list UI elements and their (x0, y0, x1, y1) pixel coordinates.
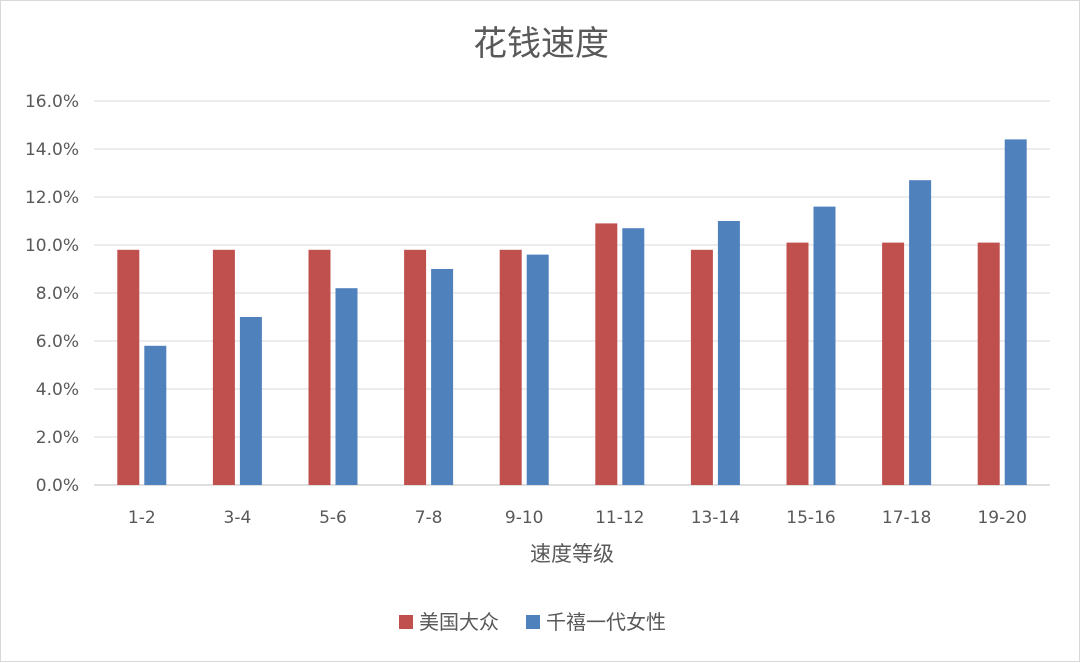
x-axis-title: 速度等级 (530, 542, 614, 566)
bar-series-2 (717, 221, 740, 485)
bar-series-1 (690, 249, 713, 485)
y-tick-label: 2.0% (36, 428, 79, 448)
x-tick-label: 9-10 (505, 508, 544, 528)
x-axis-ticks: 1-2 3-4 5-6 7-8 9-10 11-12 13-14 15-16 17-18 19-2… (128, 508, 1027, 528)
chart-title: 花钱速度 (473, 24, 609, 64)
legend-label: 美国大众 (419, 610, 499, 634)
y-tick-label: 6.0% (36, 332, 79, 352)
bar-series-2 (1004, 139, 1027, 485)
y-tick-label: 10.0% (25, 236, 79, 256)
bar-series-2 (526, 254, 549, 485)
x-tick-label: 1-2 (128, 508, 156, 528)
x-tick-label: 13-14 (691, 508, 740, 528)
legend-label: 千禧一代女性 (546, 610, 666, 634)
bar-series-2 (239, 317, 262, 485)
legend-swatch (526, 615, 540, 629)
x-tick-label: 11-12 (595, 508, 644, 528)
bar-series-1 (786, 242, 809, 485)
y-tick-label: 16.0% (25, 92, 79, 112)
legend: 美国大众 千禧一代女性 (399, 610, 666, 634)
y-tick-label: 0.0% (36, 476, 79, 496)
bar-series-2 (909, 180, 932, 485)
bar-series-2 (335, 288, 358, 485)
bar-series-1 (977, 242, 1000, 485)
x-tick-label: 17-18 (882, 508, 931, 528)
y-tick-label: 12.0% (25, 188, 79, 208)
bar-series-1 (212, 249, 235, 485)
bars (117, 139, 1027, 485)
y-tick-label: 4.0% (36, 380, 79, 400)
bar-series-1 (117, 249, 140, 485)
bar-series-1 (404, 249, 427, 485)
x-tick-label: 7-8 (415, 508, 443, 528)
bar-series-2 (431, 269, 454, 485)
bar-series-2 (622, 228, 645, 485)
y-tick-label: 14.0% (25, 140, 79, 160)
gridlines (94, 100, 1050, 486)
x-tick-label: 15-16 (786, 508, 835, 528)
bar-series-1 (308, 249, 331, 485)
bar-series-1 (882, 242, 905, 485)
x-tick-label: 5-6 (319, 508, 347, 528)
legend-swatch (399, 615, 413, 629)
y-axis-ticks: 0.0% 2.0% 4.0% 6.0% 8.0% 10.0% 12.0% 14.0% 16.0% (25, 92, 79, 496)
bar-series-1 (595, 223, 618, 485)
y-tick-label: 8.0% (36, 284, 79, 304)
bar-series-1 (499, 249, 522, 485)
x-tick-label: 3-4 (224, 508, 252, 528)
x-tick-label: 19-20 (977, 508, 1026, 528)
bar-series-2 (813, 206, 836, 485)
bar-series-2 (144, 345, 167, 485)
